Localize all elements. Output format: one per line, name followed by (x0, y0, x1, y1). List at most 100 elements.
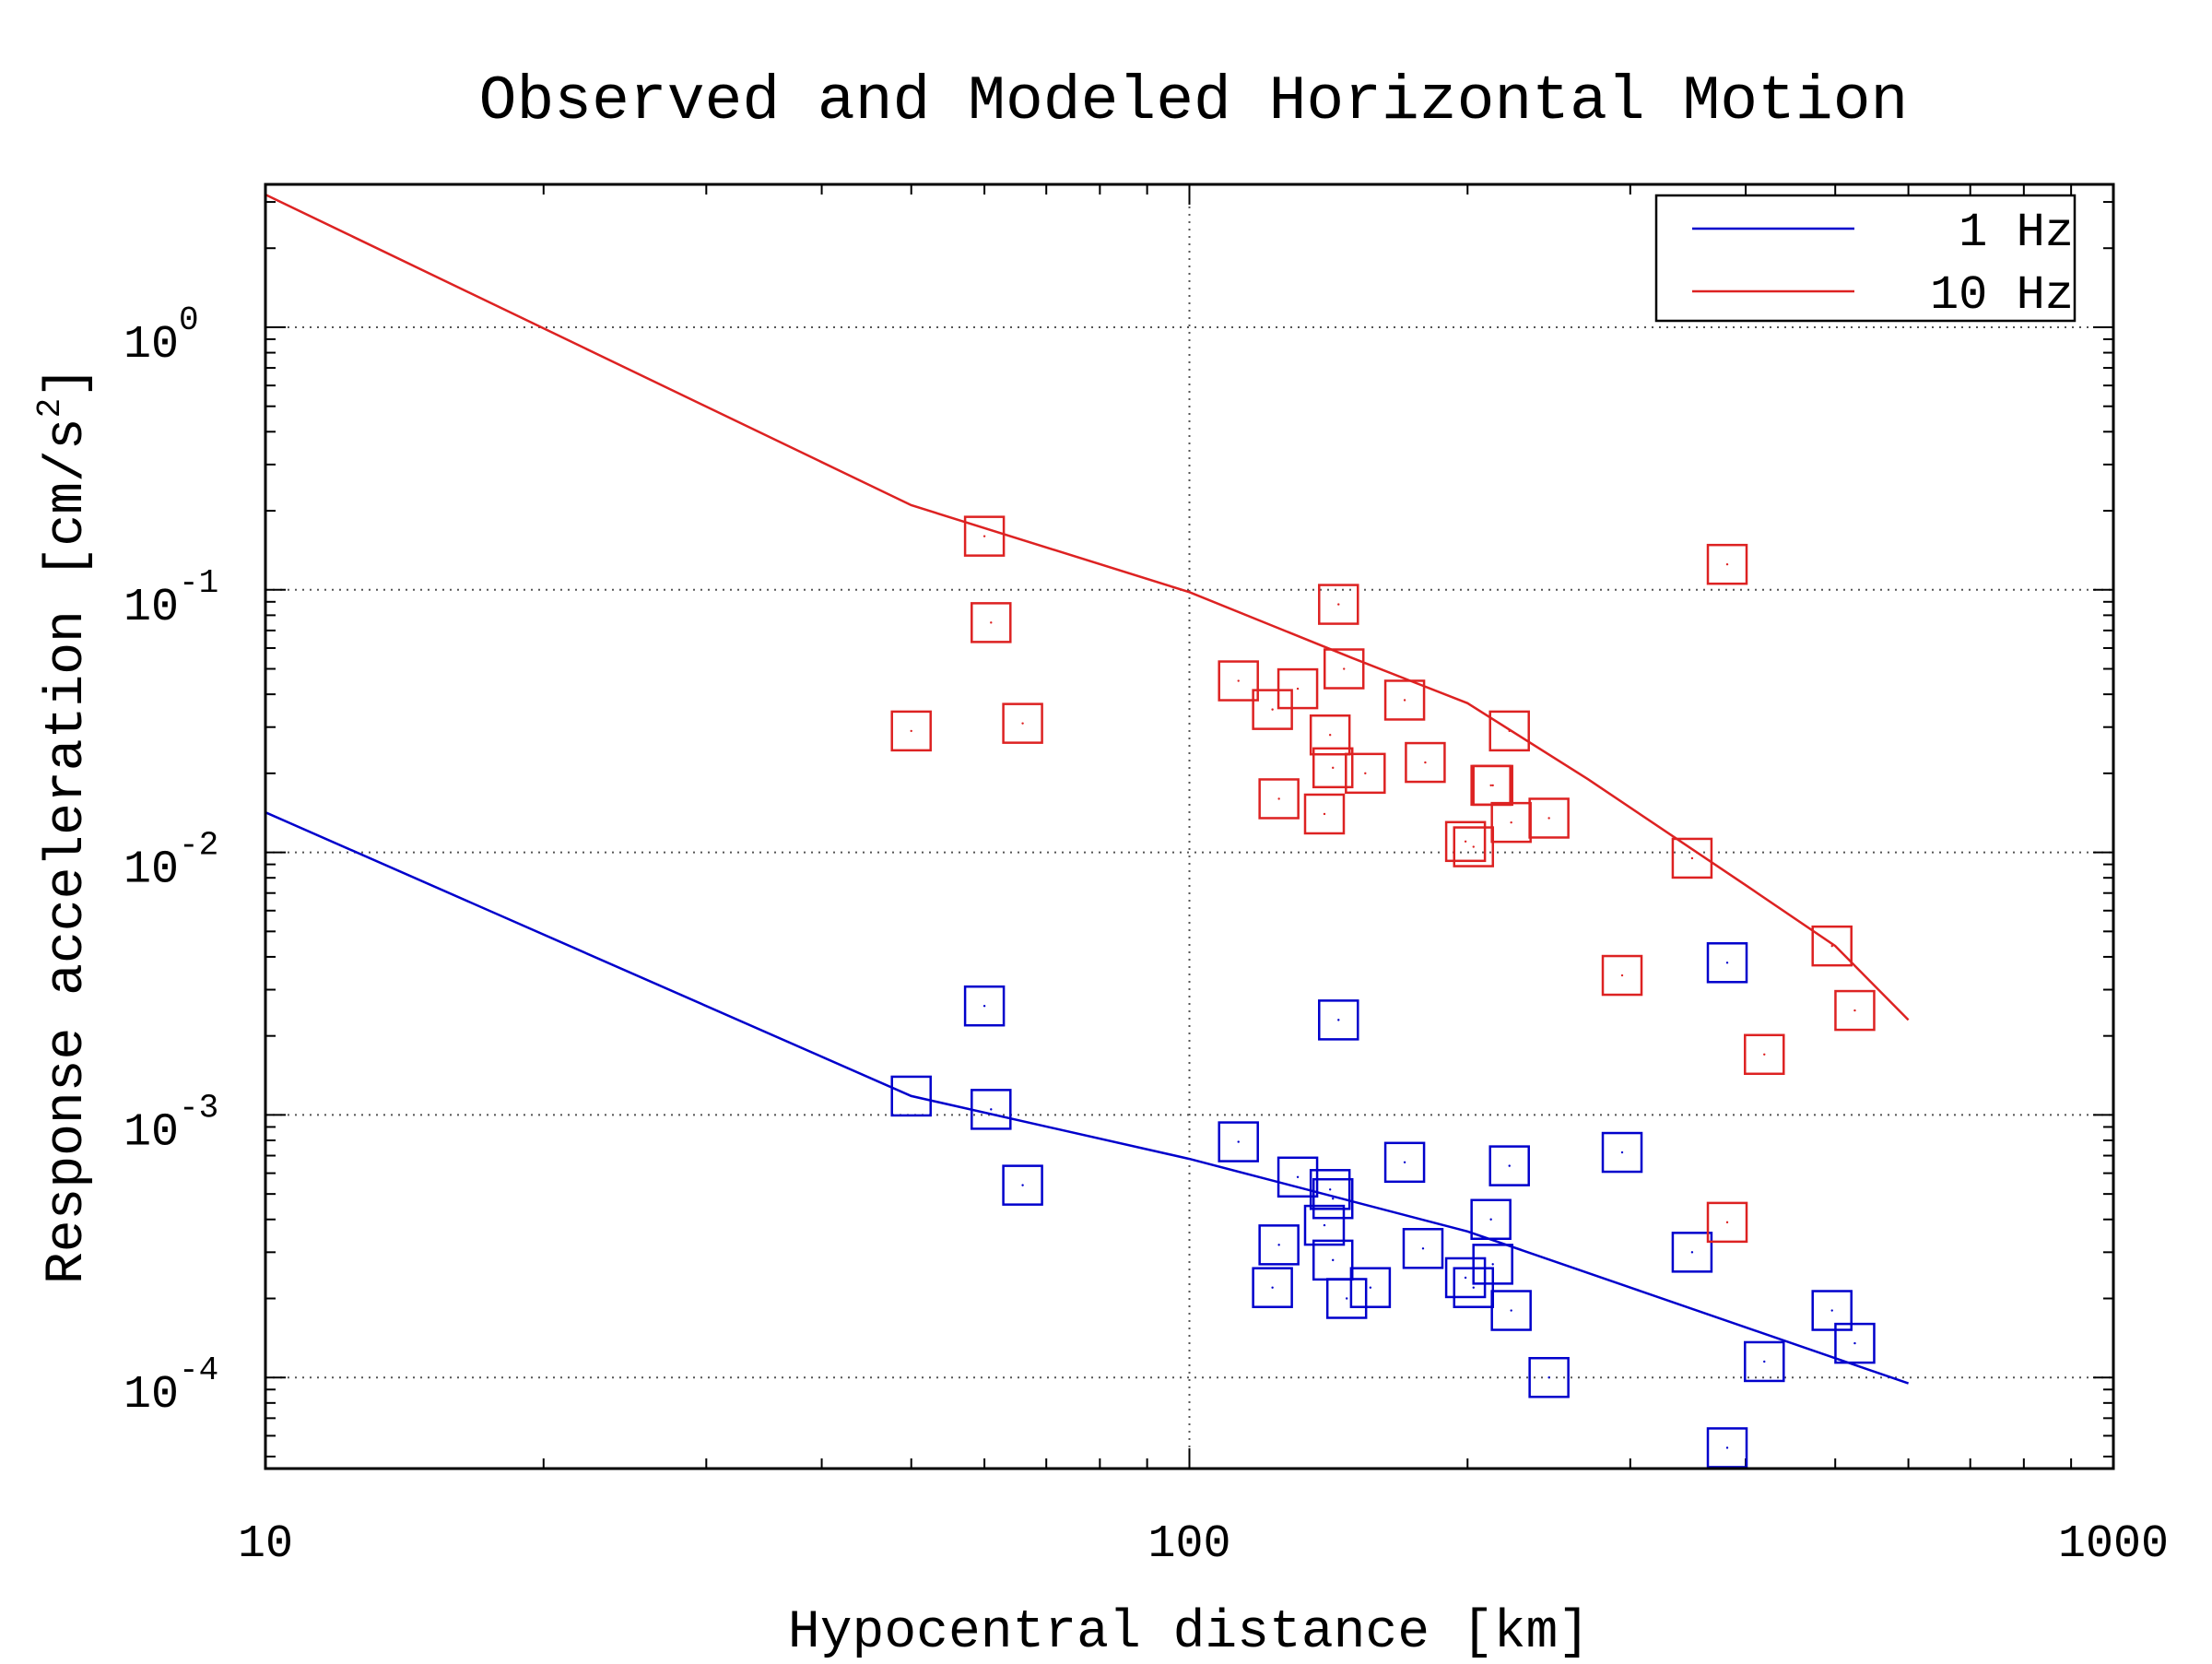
observed-point-1hz (1444, 1257, 1487, 1299)
y-tick-label: 100 (124, 301, 199, 372)
observed-point-center-10hz (1763, 1053, 1766, 1056)
observed-point-1hz (1218, 1121, 1259, 1162)
observed-point-center-1hz (1345, 1297, 1348, 1300)
observed-point-1hz (1528, 1356, 1570, 1398)
observed-point-1hz (1312, 1177, 1354, 1220)
y-tick-label: 10-3 (124, 1089, 218, 1159)
observed-point-10hz (1303, 793, 1346, 835)
observed-point-center-1hz (1403, 1161, 1406, 1164)
observed-point-center-10hz (1296, 687, 1300, 690)
observed-point-10hz (1312, 747, 1354, 789)
observed-point-center-10hz (1830, 944, 1833, 948)
observed-point-1hz (1277, 1156, 1319, 1198)
observed-point-center-1hz (1763, 1360, 1766, 1363)
observed-point-1hz (1470, 1198, 1512, 1241)
observed-point-center-10hz (1332, 766, 1335, 770)
observed-point-10hz (1706, 1201, 1748, 1244)
observed-point-1hz (1834, 1322, 1876, 1364)
observed-point-center-10hz (1403, 699, 1406, 702)
observed-point-center-1hz (1489, 1218, 1492, 1221)
observed-point-1hz (1601, 1131, 1643, 1174)
observed-point-1hz (1349, 1267, 1392, 1308)
observed-point-center-1hz (1547, 1376, 1550, 1379)
observed-point-10hz (1453, 826, 1495, 867)
observed-point-10hz (963, 515, 1006, 557)
observed-point-1hz (1258, 1224, 1300, 1266)
observed-point-center-1hz (1369, 1286, 1372, 1289)
observed-point-center-1hz (1508, 1164, 1511, 1167)
observed-point-center-10hz (1491, 784, 1494, 787)
y-tick-label: 10-1 (124, 564, 218, 634)
model-line-1hz (265, 811, 1910, 1385)
observed-point-10hz (1744, 1033, 1785, 1076)
observed-point-center-1hz (1472, 1286, 1475, 1289)
legend-label: 1 Hz (1959, 206, 2074, 260)
observed-point-center-1hz (1620, 1151, 1624, 1154)
observed-point-10hz (890, 710, 932, 752)
observed-point-center-10hz (1620, 974, 1624, 977)
observed-point-center-10hz (1323, 812, 1326, 816)
observed-point-1hz (1488, 1145, 1530, 1186)
observed-point-center-1hz (1328, 1188, 1332, 1191)
observed-point-center-1hz (1021, 1184, 1024, 1186)
observed-point-center-10hz (1364, 772, 1367, 775)
observed-point-center-10hz (1328, 734, 1332, 737)
plot-series (265, 193, 1910, 1469)
observed-point-10hz (1002, 702, 1043, 744)
observed-point-center-10hz (1472, 845, 1475, 848)
observed-point-1hz (890, 1075, 932, 1117)
observed-point-center-10hz (982, 535, 986, 537)
observed-point-1hz (1252, 1267, 1293, 1308)
observed-point-10hz (1811, 925, 1853, 967)
y-tick-labels: 10-4 10-3 10-2 10-1 100 (124, 301, 218, 1422)
observed-point-center-1hz (1271, 1286, 1274, 1289)
y-axis-label-sup: 2 (31, 398, 69, 419)
observed-point-10hz (1834, 989, 1876, 1032)
observed-point-center-1hz (1464, 1276, 1467, 1280)
observed-point-1hz (971, 1089, 1012, 1130)
observed-point-center-1hz (910, 1094, 912, 1098)
minor-ticks (265, 184, 2114, 1469)
x-tick-label: 1000 (2058, 1518, 2169, 1571)
observed-point-10hz (1252, 689, 1293, 730)
observed-point-10hz (1383, 679, 1426, 721)
observed-point-center-10hz (1343, 667, 1346, 670)
observed-point-1hz (1490, 1290, 1532, 1331)
y-tick-label: 10-2 (124, 827, 218, 897)
observed-point-10hz (971, 602, 1012, 643)
observed-point-center-10hz (910, 729, 912, 733)
observed-point-center-1hz (1510, 1309, 1512, 1312)
observed-point-center-10hz (1237, 679, 1240, 682)
x-tick-labels: 10 100 1000 (238, 1518, 2169, 1571)
observed-point-1hz (1309, 1169, 1351, 1210)
legend-label: 10 Hz (1930, 268, 2074, 323)
observed-point-center-10hz (1021, 722, 1024, 725)
observed-point-10hz (1318, 584, 1359, 625)
observed-point-10hz (1528, 797, 1570, 839)
observed-point-10hz (1405, 741, 1446, 784)
observed-point-center-10hz (1277, 797, 1280, 800)
observed-point-10hz (1323, 648, 1365, 690)
y-axis-label: Response acceleration [cm/s2] (31, 366, 98, 1284)
observed-point-center-1hz (1690, 1251, 1694, 1254)
y-axis-label-close: ] (38, 366, 98, 398)
observed-point-center-10hz (990, 621, 993, 624)
observed-point-1hz (1325, 1278, 1368, 1319)
chart-title: Observed and Modeled Horizontal Motion (479, 66, 1909, 137)
observed-point-1hz (1472, 1244, 1513, 1285)
x-tick-label: 100 (1147, 1518, 1230, 1571)
observed-point-1hz (1706, 1427, 1748, 1469)
observed-point-10hz (1706, 543, 1748, 585)
observed-point-1hz (1383, 1141, 1426, 1184)
observed-point-center-1hz (1853, 1341, 1856, 1345)
observed-point-center-10hz (1510, 820, 1512, 824)
observed-point-1hz (1402, 1228, 1444, 1269)
observed-point-1hz (1002, 1164, 1043, 1206)
observed-point-1hz (1318, 999, 1359, 1041)
observed-point-10hz (1601, 954, 1643, 997)
observed-point-10hz (1277, 667, 1319, 710)
observed-point-center-10hz (1464, 840, 1467, 844)
observed-point-center-10hz (1547, 817, 1550, 820)
observed-point-center-10hz (1853, 1009, 1856, 1012)
